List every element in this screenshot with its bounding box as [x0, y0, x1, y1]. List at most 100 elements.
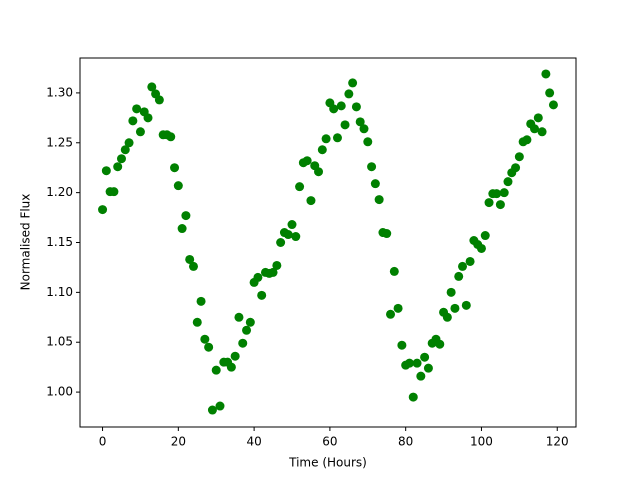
point [329, 104, 339, 114]
point [530, 124, 540, 134]
y-tick-label: 1.10 [46, 285, 73, 299]
point [143, 113, 153, 123]
y-tick-label: 1.05 [46, 335, 73, 349]
point [238, 338, 248, 348]
point [200, 334, 210, 344]
point [204, 342, 214, 352]
point [522, 135, 532, 145]
point [154, 95, 164, 105]
point [291, 232, 301, 242]
point [511, 163, 521, 173]
point [499, 188, 509, 198]
point [359, 124, 369, 134]
point [101, 166, 111, 176]
point [386, 309, 396, 319]
point [450, 303, 460, 313]
point [548, 100, 558, 110]
point [420, 352, 430, 362]
point [537, 127, 547, 137]
x-tick-label: 40 [246, 435, 261, 449]
point [393, 303, 403, 313]
point [480, 231, 490, 241]
point [196, 296, 206, 306]
point [363, 137, 373, 147]
point [287, 220, 297, 230]
point [257, 290, 267, 300]
x-axis-label: Time (Hours) [288, 456, 367, 470]
point [173, 181, 183, 191]
point [306, 196, 316, 206]
point [416, 371, 426, 381]
point [135, 127, 145, 137]
x-tick-label: 100 [470, 435, 493, 449]
x-tick-label: 80 [398, 435, 413, 449]
point [533, 113, 543, 123]
point [367, 162, 377, 172]
point [234, 312, 244, 322]
x-tick-label: 0 [99, 435, 107, 449]
point [128, 116, 138, 126]
point [181, 211, 191, 221]
point [166, 132, 176, 142]
point [170, 163, 180, 173]
point [253, 272, 263, 282]
y-axis-label: Normalised Flux [19, 194, 33, 291]
point [188, 261, 198, 271]
point [276, 238, 286, 247]
point [283, 230, 293, 240]
point [302, 156, 312, 166]
point [344, 89, 354, 99]
point [245, 317, 255, 327]
x-tick-label: 120 [546, 435, 569, 449]
point [382, 229, 392, 239]
point [124, 138, 134, 148]
point [207, 405, 217, 415]
point [355, 117, 365, 127]
point [321, 134, 331, 144]
point [98, 205, 108, 215]
point [461, 300, 471, 310]
point [177, 224, 187, 234]
point [120, 145, 130, 155]
point [113, 162, 123, 172]
point [340, 120, 350, 130]
point [541, 69, 551, 79]
point [185, 254, 195, 264]
point [370, 179, 380, 189]
point [404, 358, 414, 368]
plot-frame [79, 57, 577, 428]
point [348, 78, 358, 88]
point [423, 363, 433, 373]
point [317, 145, 327, 155]
y-tick-label: 1.00 [46, 385, 73, 399]
point [272, 260, 282, 270]
point [476, 243, 486, 253]
point [408, 392, 418, 402]
y-tick-label: 1.15 [46, 235, 73, 249]
point [514, 152, 524, 162]
point [336, 101, 346, 111]
point [211, 365, 221, 375]
point [374, 195, 384, 205]
point [116, 154, 126, 164]
y-tick-label: 1.25 [46, 135, 73, 149]
point [503, 177, 513, 187]
point [215, 401, 225, 411]
point [332, 133, 342, 143]
point [442, 312, 452, 322]
point [230, 351, 240, 361]
point [465, 256, 475, 266]
point [458, 261, 468, 271]
point [242, 325, 252, 335]
point [446, 287, 456, 297]
y-tick-label: 1.20 [46, 185, 73, 199]
x-tick-label: 60 [322, 435, 337, 449]
point [435, 339, 445, 349]
point [314, 167, 324, 177]
point [351, 102, 361, 112]
point [295, 182, 305, 192]
point [454, 271, 464, 281]
x-tick-label: 20 [171, 435, 186, 449]
